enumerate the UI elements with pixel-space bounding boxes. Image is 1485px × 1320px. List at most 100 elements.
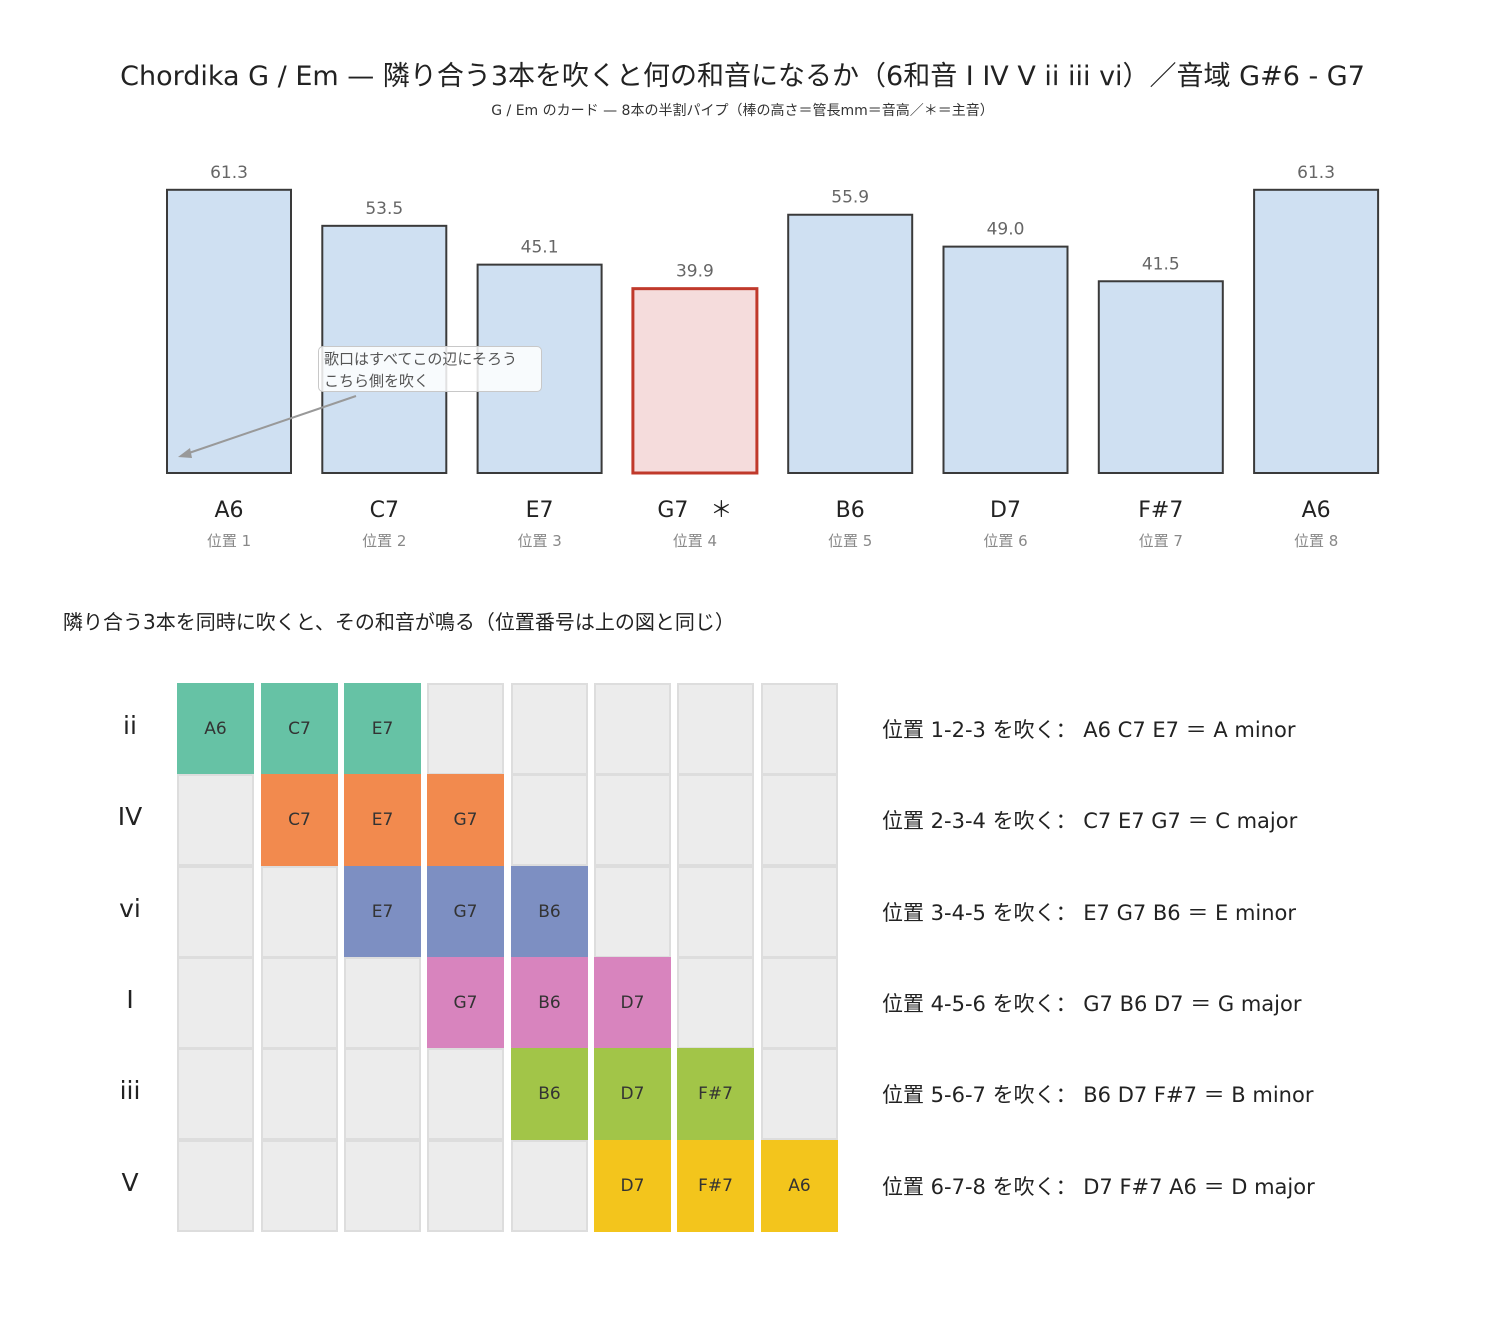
bar-value-label: 41.5 xyxy=(1142,254,1180,274)
chord-cell-active: E7 xyxy=(344,683,421,775)
bar-note-label: G7 ＊ xyxy=(657,498,732,523)
chord-cell-empty xyxy=(427,683,504,775)
chord-cell-note: E7 xyxy=(371,810,394,831)
chord-cell-empty xyxy=(594,865,671,958)
chord-cell-active: B6 xyxy=(511,865,588,958)
bar-note-label: C7 xyxy=(370,498,399,523)
chart-title: Chordika G / Em — 隣り合う3本を吹くと何の和音になるか（6和音… xyxy=(120,61,1365,92)
chord-cell-empty xyxy=(677,683,754,775)
bar-position-label: 位置 7 xyxy=(1139,532,1183,550)
bar-position-label: 位置 6 xyxy=(983,532,1027,550)
chord-cell-empty xyxy=(594,774,671,867)
chord-cell-empty xyxy=(177,1048,254,1141)
chord-cell-empty xyxy=(511,774,588,867)
chord-cell-empty xyxy=(177,1139,254,1232)
chord-cell-empty xyxy=(511,1139,588,1232)
chord-cell-active: B6 xyxy=(511,1048,588,1141)
chord-cell-active: E7 xyxy=(344,774,421,867)
chord-cell-empty xyxy=(261,1139,338,1232)
chord-cell-note: G7 xyxy=(453,901,478,922)
bar xyxy=(1253,188,1380,474)
annotation-line-2: こちら側を吹く xyxy=(324,372,430,390)
bar-value-label: 39.9 xyxy=(676,262,714,282)
bar-note-label: E7 xyxy=(526,498,554,523)
chord-description: 位置 2-3-4 を吹く： C7 E7 G7 ＝ C major xyxy=(882,809,1298,834)
chart-subtitle: G / Em のカード — 8本の半割パイプ（棒の高さ＝管長mm＝音高／＊＝主音… xyxy=(491,103,994,119)
annotation-arrow-line xyxy=(185,395,357,455)
chord-cell-empty xyxy=(427,1048,504,1141)
chord-cell-note: G7 xyxy=(453,992,478,1013)
section-title: 隣り合う3本を同時に吹くと、その和音が鳴る（位置番号は上の図と同じ） xyxy=(63,610,735,634)
bar xyxy=(166,188,292,474)
chord-cell-active: D7 xyxy=(594,1139,671,1232)
chord-cell-note: E7 xyxy=(371,901,394,922)
bar-note-label: A6 xyxy=(1302,498,1331,523)
chord-cell-empty xyxy=(677,956,754,1049)
chord-degree-label: iii xyxy=(119,1076,141,1106)
chord-degree-label: V xyxy=(121,1167,139,1197)
chord-cell-note: E7 xyxy=(371,719,394,739)
chord-cell-active: F#7 xyxy=(677,1139,754,1232)
chord-cell-empty xyxy=(761,1048,838,1141)
chord-cell-active: G7 xyxy=(427,956,504,1049)
bar-value-label: 49.0 xyxy=(987,220,1025,240)
chord-cell-active: D7 xyxy=(594,956,671,1049)
chord-cell-active: C7 xyxy=(261,683,338,775)
chord-cell-active: D7 xyxy=(594,1048,671,1141)
chord-cell-active: E7 xyxy=(344,865,421,958)
chord-cell-empty xyxy=(761,683,838,775)
bar-note-label: F#7 xyxy=(1138,498,1183,523)
chord-cell-note: B6 xyxy=(538,901,561,922)
mouthpiece-annotation: 歌口はすべてこの辺にそろう こちら側を吹く xyxy=(318,346,542,392)
chord-description: 位置 3-4-5 を吹く： E7 G7 B6 ＝ E minor xyxy=(882,900,1297,925)
chord-cell-empty xyxy=(761,865,838,958)
bar-value-label: 53.5 xyxy=(365,199,403,219)
chord-cell-note: C7 xyxy=(288,719,311,739)
chord-cell-active: C7 xyxy=(261,774,338,867)
bar-position-label: 位置 1 xyxy=(207,532,251,550)
chord-cell-active: G7 xyxy=(427,774,504,867)
chord-cell-empty xyxy=(427,1139,504,1232)
chord-cell-note: B6 xyxy=(538,992,561,1013)
chord-cell-note: A6 xyxy=(204,719,227,739)
chord-cell-empty xyxy=(344,1139,421,1232)
bar-value-label: 45.1 xyxy=(521,238,559,258)
bar-note-label: A6 xyxy=(214,498,243,523)
bar-value-label: 55.9 xyxy=(831,188,869,208)
chord-cell-active: F#7 xyxy=(677,1048,754,1141)
bar-position-label: 位置 3 xyxy=(517,532,561,550)
annotation-arrow-head xyxy=(178,448,192,458)
chord-cell-note: F#7 xyxy=(698,1084,733,1105)
bar-tonic xyxy=(631,287,759,475)
bar-value-label: 61.3 xyxy=(210,163,248,183)
chord-cell-active: A6 xyxy=(761,1139,838,1232)
bar-position-label: 位置 2 xyxy=(362,532,406,550)
bar-position-label: 位置 8 xyxy=(1294,532,1338,550)
chord-cell-note: G7 xyxy=(453,810,478,831)
chord-degree-label: ii xyxy=(123,711,137,740)
chord-cell-empty xyxy=(261,956,338,1049)
chord-cell-note: D7 xyxy=(620,992,645,1013)
chord-cell-empty xyxy=(261,1048,338,1141)
chord-description: 位置 6-7-8 を吹く： D7 F#7 A6 ＝ D major xyxy=(882,1174,1315,1199)
chord-description: 位置 5-6-7 を吹く： B6 D7 F#7 ＝ B minor xyxy=(882,1083,1314,1108)
chord-cell-note: A6 xyxy=(788,1175,811,1196)
chord-cell-empty xyxy=(761,956,838,1049)
chord-cell-empty xyxy=(177,865,254,958)
chord-description: 位置 4-5-6 を吹く： G7 B6 D7 ＝ G major xyxy=(882,991,1302,1016)
chord-cell-empty xyxy=(261,865,338,958)
chord-degree-label: I xyxy=(126,984,134,1014)
bar xyxy=(1097,280,1224,474)
chord-degree-label: vi xyxy=(119,893,141,923)
chord-cell-empty xyxy=(761,774,838,867)
chord-cell-empty xyxy=(344,956,421,1049)
bar xyxy=(787,213,914,474)
chord-cell-empty xyxy=(677,774,754,867)
pipe-length-bar-chart: 61.3 A6 位置 1 53.5 C7 位置 2 45.1 E7 位置 3 39.9 G7 ＊ 位置… xyxy=(166,163,1380,550)
annotation-line-1: 歌口はすべてこの辺にそろう xyxy=(324,350,518,368)
bar-note-label: D7 xyxy=(990,498,1021,523)
chord-cell-empty xyxy=(511,683,588,775)
chord-degree-label: IV xyxy=(117,802,143,832)
chord-cell-note: D7 xyxy=(620,1175,645,1196)
bar-position-label: 位置 4 xyxy=(673,532,717,550)
